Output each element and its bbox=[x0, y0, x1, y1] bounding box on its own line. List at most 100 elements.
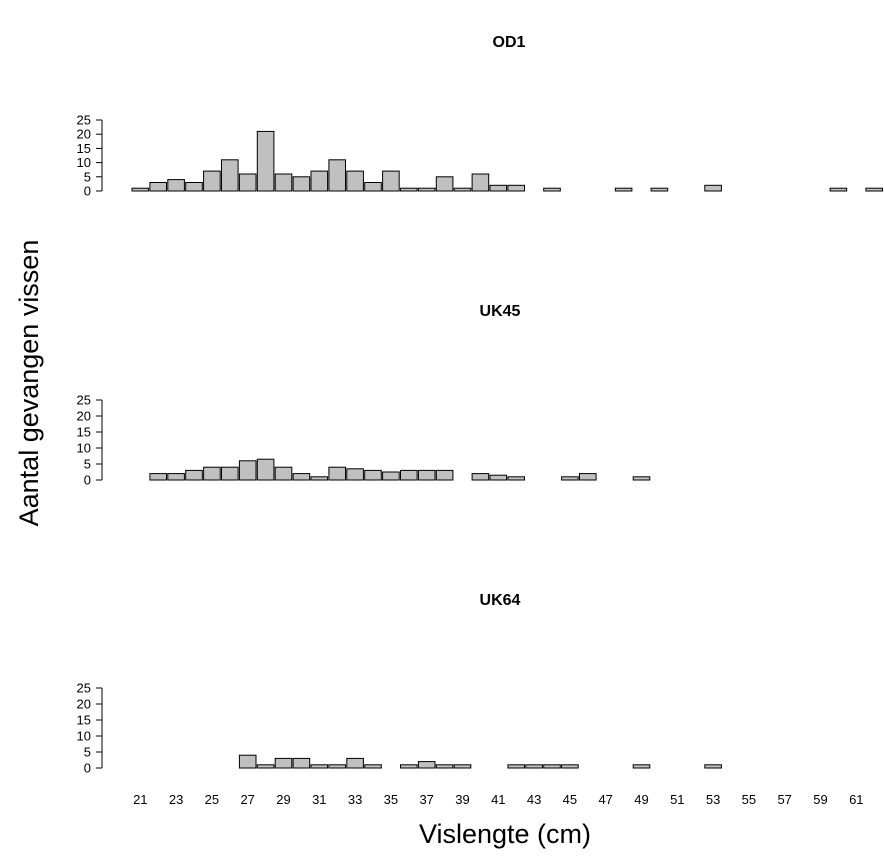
y-tick-label: 10 bbox=[77, 155, 91, 170]
y-tick-label: 25 bbox=[77, 681, 91, 696]
x-tick-label: 47 bbox=[598, 792, 612, 807]
x-tick-label: 45 bbox=[563, 792, 577, 807]
panel-title: UK45 bbox=[480, 303, 521, 320]
bar bbox=[400, 469, 418, 481]
y-axis-title: Aantal gevangen vissen bbox=[14, 240, 44, 527]
x-axis-title: Vislengte (cm) bbox=[419, 819, 591, 849]
bar bbox=[238, 460, 257, 481]
bar bbox=[632, 476, 651, 481]
bar bbox=[489, 184, 508, 192]
x-tick-label: 39 bbox=[455, 792, 469, 807]
bar bbox=[292, 757, 311, 769]
bar bbox=[274, 466, 293, 481]
bar bbox=[435, 469, 454, 481]
bar bbox=[400, 764, 418, 769]
bar bbox=[364, 182, 382, 192]
bar bbox=[203, 466, 221, 481]
x-tick-label: 33 bbox=[348, 792, 362, 807]
bar bbox=[829, 187, 848, 192]
bar bbox=[417, 187, 436, 192]
x-tick-label: 25 bbox=[205, 792, 219, 807]
bar bbox=[274, 757, 293, 769]
panel-title: UK64 bbox=[480, 592, 521, 609]
bar bbox=[346, 170, 364, 192]
bar bbox=[292, 473, 311, 481]
y-tick-label: 0 bbox=[84, 761, 91, 776]
bar bbox=[543, 187, 561, 192]
y-tick-label: 10 bbox=[77, 441, 91, 456]
bar bbox=[167, 179, 185, 192]
bar bbox=[382, 170, 400, 192]
y-tick-label: 25 bbox=[77, 113, 91, 128]
x-tick-label: 59 bbox=[813, 792, 827, 807]
bar bbox=[346, 468, 364, 481]
y-tick-label: 20 bbox=[77, 409, 91, 424]
bar bbox=[525, 764, 543, 769]
y-tick-label: 15 bbox=[77, 713, 91, 728]
bar bbox=[149, 473, 167, 481]
bar bbox=[704, 184, 722, 192]
y-tick-label: 5 bbox=[84, 169, 91, 184]
x-tick-label: 51 bbox=[670, 792, 684, 807]
bar bbox=[310, 476, 329, 481]
panels-group: 0510152025OD10510152025UK450510152025UK6… bbox=[77, 34, 884, 807]
y-tick-label: 20 bbox=[77, 697, 91, 712]
bar bbox=[435, 764, 454, 769]
bar bbox=[131, 187, 150, 192]
bar bbox=[328, 466, 346, 481]
bar bbox=[561, 764, 579, 769]
bar bbox=[704, 764, 722, 769]
bar bbox=[221, 466, 239, 481]
bar bbox=[274, 173, 293, 192]
bar bbox=[453, 764, 472, 769]
x-tick-label: 23 bbox=[169, 792, 183, 807]
bar bbox=[149, 182, 167, 192]
bar bbox=[346, 757, 364, 769]
x-tick-label: 53 bbox=[706, 792, 720, 807]
bar bbox=[185, 182, 203, 192]
bar bbox=[579, 473, 597, 481]
x-tick-label: 55 bbox=[742, 792, 756, 807]
bar bbox=[328, 764, 346, 769]
bar bbox=[471, 173, 490, 192]
bar bbox=[507, 764, 525, 769]
bar bbox=[417, 761, 436, 769]
bar bbox=[364, 469, 382, 481]
bar bbox=[489, 474, 508, 481]
x-tick-label: 49 bbox=[634, 792, 648, 807]
bar bbox=[507, 476, 525, 481]
bar bbox=[435, 176, 454, 192]
bar bbox=[167, 473, 185, 481]
bar bbox=[310, 764, 329, 769]
bar bbox=[865, 187, 884, 192]
bar bbox=[561, 476, 579, 481]
bar bbox=[292, 176, 311, 192]
y-tick-label: 5 bbox=[84, 457, 91, 472]
bar bbox=[650, 187, 669, 192]
x-tick-label: 35 bbox=[384, 792, 398, 807]
x-tick-label: 31 bbox=[312, 792, 326, 807]
x-tick-label: 41 bbox=[491, 792, 505, 807]
x-tick-label: 29 bbox=[276, 792, 290, 807]
x-tick-label: 27 bbox=[240, 792, 254, 807]
bar bbox=[185, 469, 203, 481]
bar bbox=[328, 159, 346, 192]
bar bbox=[221, 159, 239, 192]
bar bbox=[453, 187, 472, 192]
bar bbox=[543, 764, 561, 769]
bar bbox=[203, 170, 221, 192]
x-tick-label: 21 bbox=[133, 792, 147, 807]
bar bbox=[400, 187, 418, 192]
panel-title: OD1 bbox=[493, 34, 526, 51]
bar bbox=[238, 173, 257, 192]
y-tick-label: 15 bbox=[77, 141, 91, 156]
y-tick-label: 10 bbox=[77, 729, 91, 744]
bar bbox=[417, 469, 436, 481]
y-tick-label: 0 bbox=[84, 184, 91, 199]
bar bbox=[364, 764, 382, 769]
y-tick-label: 25 bbox=[77, 393, 91, 408]
